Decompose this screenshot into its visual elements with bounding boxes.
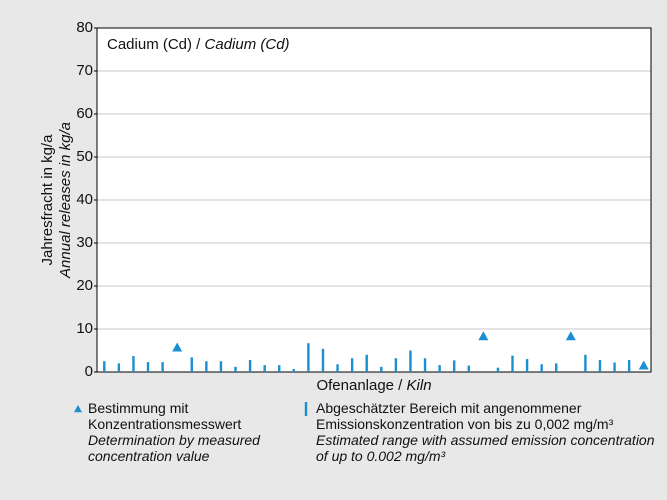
y-axis-label-en: Annual releases in kg/a (57, 122, 74, 279)
measured-marker (172, 342, 183, 352)
y-tick-label: 10 (76, 320, 93, 337)
y-tick-label: 0 (85, 363, 93, 380)
range-bar (248, 359, 252, 372)
y-tick-label: 80 (76, 19, 93, 36)
range-bar (380, 366, 383, 372)
y-tick-label: 40 (76, 191, 93, 208)
range-bar (511, 355, 514, 372)
chart: Cadium (Cd) / Cadium (Cd) Ofenanlage / K… (39, 19, 652, 394)
range-bar (613, 362, 616, 372)
range-bar (627, 359, 631, 372)
range-bar (394, 358, 398, 372)
range-bar (190, 357, 193, 372)
x-axis-label: Ofenanlage / Kiln (316, 377, 431, 394)
range-bar (292, 368, 296, 372)
range-bar (525, 359, 529, 372)
range-bar (409, 350, 412, 372)
range-bar (584, 354, 587, 372)
range-bar (540, 364, 543, 372)
range-bar (452, 360, 456, 372)
range-bar (234, 366, 237, 372)
legend-entry: Bestimmung mit Konzentrationsmesswert Det… (88, 400, 260, 464)
measured-marker (478, 331, 489, 341)
y-tick-label: 70 (76, 62, 93, 79)
legend-marker (304, 402, 308, 416)
range-bar (496, 367, 500, 372)
range-bar (278, 365, 281, 372)
range-bar (117, 363, 121, 372)
y-axis-label: Jahresfracht in kg/a (39, 134, 56, 266)
plot-frame (96, 27, 652, 373)
chart-title: Cadium (Cd) / Cadium (Cd) (107, 36, 290, 53)
legend-symbol (74, 405, 82, 413)
range-bar (146, 362, 150, 372)
range-bar (219, 361, 223, 372)
legend-entry: Abgeschätzter Bereich mit angenommener E… (316, 400, 655, 464)
range-bar (263, 365, 266, 372)
y-tick-label: 50 (76, 148, 93, 165)
range-bar (467, 365, 470, 372)
range-bar (103, 361, 106, 372)
range-bar (598, 359, 602, 372)
range-bar (350, 358, 354, 372)
measured-marker (638, 360, 649, 370)
range-bar (161, 362, 164, 372)
range-bar (423, 358, 427, 372)
range-bar (205, 361, 208, 372)
y-tick-label: 30 (76, 234, 93, 251)
legend-symbol (304, 402, 308, 416)
measured-marker (565, 331, 576, 341)
y-tick-label: 20 (76, 277, 93, 294)
range-bar (321, 348, 325, 372)
y-tick-label: 60 (76, 105, 93, 122)
range-bar (132, 356, 135, 372)
range-bar (307, 343, 310, 372)
legend-marker (74, 405, 82, 413)
range-bar (555, 363, 558, 372)
range-bar (438, 365, 441, 372)
range-bar (336, 364, 339, 372)
range-bar (365, 354, 368, 372)
